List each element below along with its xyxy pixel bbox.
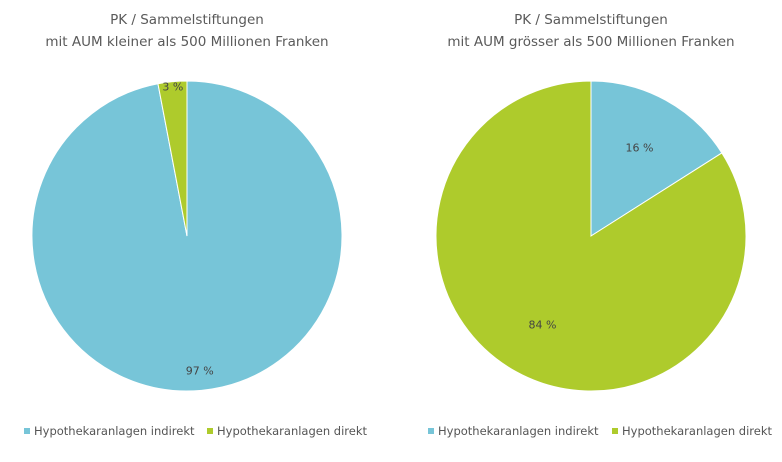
legend-label: Hypothekaranlagen direkt (217, 424, 368, 438)
legend-left-direkt: Hypothekaranlagen direkt (207, 424, 367, 438)
pie-1-slice-1 (435, 80, 747, 392)
chart-title-right: PK / Sammelstiftungen mit AUM grösser al… (396, 9, 782, 53)
pie-0-label-1: 3 % (162, 80, 183, 93)
legend-label: Hypothekaranlagen direkt (622, 424, 773, 438)
pie-1-label-1: 84 % (528, 318, 556, 331)
legend-swatch (207, 428, 213, 434)
pie-1-label-0: 16 % (626, 142, 654, 155)
legend-swatch (612, 428, 618, 434)
legend-left-indirekt: Hypothekaranlagen indirekt (24, 424, 195, 438)
chart-title-left-line1: PK / Sammelstiftungen (110, 12, 264, 28)
chart-title-right-line1: PK / Sammelstiftungen (514, 12, 668, 28)
legend-swatch (24, 428, 30, 434)
legend-right-indirekt: Hypothekaranlagen indirekt (428, 424, 599, 438)
pie-0-label-0: 97 % (186, 364, 214, 377)
pie-0-slice-1 (157, 80, 188, 237)
legend-label: Hypothekaranlagen indirekt (34, 424, 195, 438)
chart-title-right-line2: mit AUM grösser als 500 Millionen Franke… (447, 34, 735, 50)
legend-right-direkt: Hypothekaranlagen direkt (612, 424, 772, 438)
legend-swatch (428, 428, 434, 434)
chart-title-left: PK / Sammelstiftungen mit AUM kleiner al… (0, 9, 382, 53)
legend-label: Hypothekaranlagen indirekt (438, 424, 599, 438)
chart-title-left-line2: mit AUM kleiner als 500 Millionen Franke… (45, 34, 329, 50)
pie-1-slice-0 (590, 80, 723, 237)
